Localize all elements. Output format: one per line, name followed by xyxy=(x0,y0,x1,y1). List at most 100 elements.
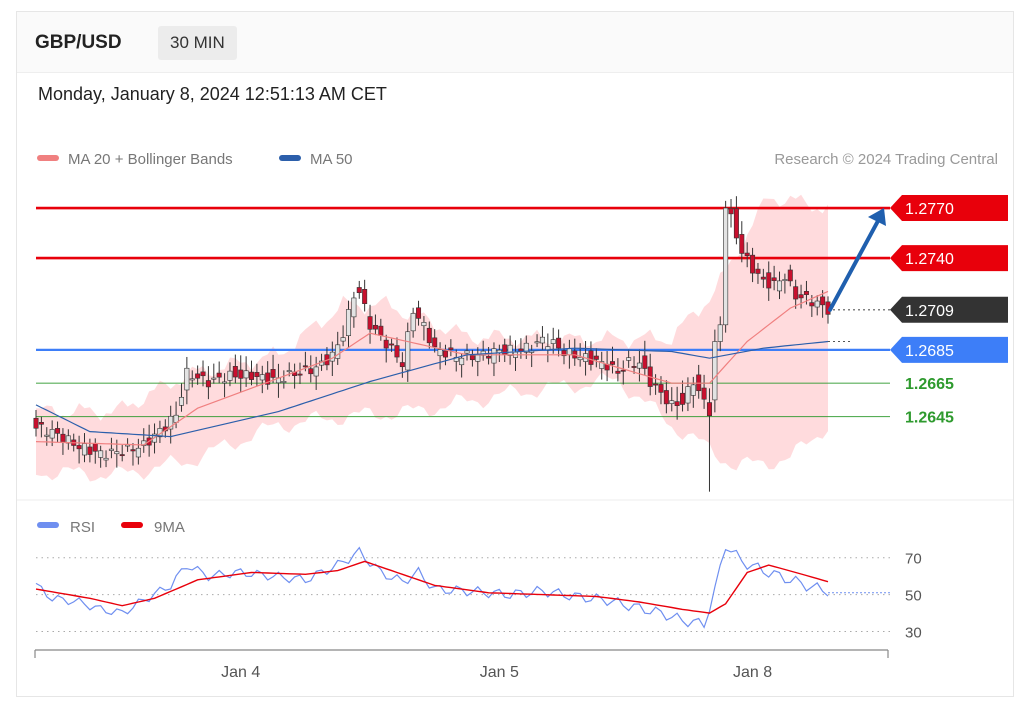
candle-body xyxy=(631,366,637,368)
level-label: 1.2685 xyxy=(905,343,954,360)
candle-body xyxy=(367,316,373,330)
candle-body xyxy=(308,368,314,375)
candle-body xyxy=(168,415,174,430)
candle-body xyxy=(243,370,249,379)
candle-body xyxy=(539,336,545,344)
candle-body xyxy=(636,362,642,369)
candle-body xyxy=(685,386,691,404)
candle-body xyxy=(658,384,664,393)
timeframe-badge[interactable]: 30 MIN xyxy=(158,26,237,60)
legend-swatch xyxy=(121,522,143,528)
candle-body xyxy=(335,344,341,359)
candle-body xyxy=(410,313,416,332)
candle-body xyxy=(249,371,255,380)
candle-body xyxy=(259,374,265,381)
candle-body xyxy=(680,392,686,405)
candle-body xyxy=(803,291,809,295)
legend-swatch xyxy=(37,522,59,528)
candle-body xyxy=(642,355,648,369)
candle-body xyxy=(426,327,432,344)
candle-body xyxy=(389,343,395,346)
candle-body xyxy=(507,344,513,356)
candle-body xyxy=(362,288,368,304)
candle-body xyxy=(771,277,777,281)
candle-body xyxy=(98,450,104,458)
candle-body xyxy=(669,400,675,404)
candle-body xyxy=(265,372,271,385)
candle-body xyxy=(108,448,114,451)
candle-body xyxy=(394,345,400,358)
candle-body xyxy=(620,369,626,372)
candle-body xyxy=(254,372,260,377)
candle-body xyxy=(712,341,718,401)
candle-body xyxy=(378,325,384,336)
candle-body xyxy=(356,287,362,294)
x-tick-label: Jan 8 xyxy=(733,664,772,681)
level-label: 1.2770 xyxy=(905,201,954,218)
ma20-line xyxy=(35,290,829,446)
bollinger-band xyxy=(36,194,828,482)
candle-body xyxy=(55,428,61,434)
candle-body xyxy=(372,324,378,330)
candle-body xyxy=(809,302,815,307)
candle-body xyxy=(340,337,346,342)
candle-body xyxy=(92,443,98,452)
candle-body xyxy=(717,324,723,342)
candle-body xyxy=(459,357,465,366)
candle-body xyxy=(739,234,745,254)
candle-body xyxy=(615,370,621,374)
candle-body xyxy=(238,369,244,379)
candle-body xyxy=(706,402,712,417)
candle-body xyxy=(87,446,93,455)
chart-card: GBP/USD 30 MIN Monday, January 8, 2024 1… xyxy=(16,11,1014,697)
candle-body xyxy=(222,381,228,384)
legend-swatch xyxy=(279,155,301,161)
candle-body xyxy=(556,337,562,349)
candle-body xyxy=(399,362,405,368)
level-label: 1.2740 xyxy=(905,251,954,268)
candle-body xyxy=(351,297,357,318)
candle-body xyxy=(49,429,55,439)
candle-body xyxy=(599,361,605,369)
candle-body xyxy=(561,350,567,357)
candle-body xyxy=(550,339,556,344)
candle-body xyxy=(200,371,206,377)
candle-body xyxy=(820,296,826,306)
candle-body xyxy=(766,272,772,289)
candle-body xyxy=(588,350,594,365)
candle-body xyxy=(701,387,707,400)
candle-body xyxy=(432,337,438,348)
candle-body xyxy=(534,341,540,344)
candle-body xyxy=(270,369,276,378)
candle-body xyxy=(750,254,756,274)
rsi-tick-label: 30 xyxy=(905,625,922,642)
level-tag-resistance xyxy=(890,195,1008,222)
level-tag-current xyxy=(890,296,1008,323)
candle-body xyxy=(178,396,184,406)
candle-body xyxy=(448,347,454,350)
candle-body xyxy=(227,370,233,381)
x-tick-label: Jan 5 xyxy=(480,664,519,681)
candle-body xyxy=(464,350,470,354)
candle-body xyxy=(383,339,389,349)
candle-body xyxy=(469,355,475,361)
candle-body xyxy=(437,349,443,357)
candle-body xyxy=(755,268,761,274)
symbol-title: GBP/USD xyxy=(35,32,122,53)
level-label: 1.2645 xyxy=(905,410,954,427)
candle-body xyxy=(211,377,217,380)
rsi-tick-label: 70 xyxy=(905,551,922,568)
candle-body xyxy=(777,280,783,292)
candle-body xyxy=(205,380,211,388)
candle-body xyxy=(76,445,82,450)
candle-body xyxy=(195,373,201,379)
candle-body xyxy=(486,356,492,359)
candle-body xyxy=(421,322,427,327)
candle-body xyxy=(475,354,481,362)
candle-body xyxy=(416,307,422,319)
level-label: 1.2709 xyxy=(905,303,954,320)
ma50-line xyxy=(35,340,829,438)
candle-body xyxy=(81,443,87,456)
candle-body xyxy=(297,373,303,376)
